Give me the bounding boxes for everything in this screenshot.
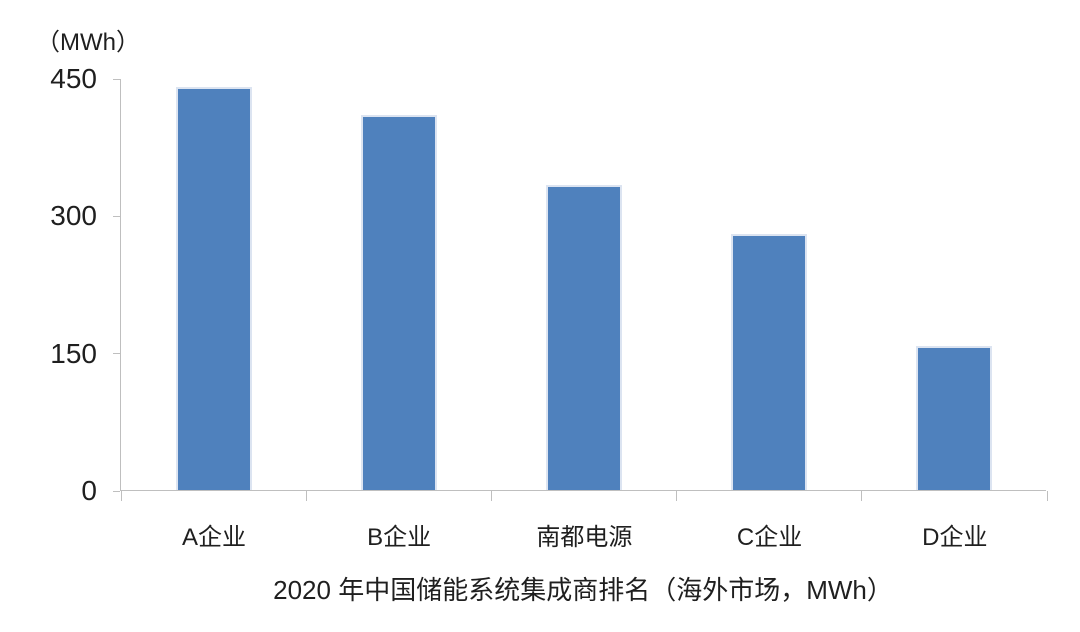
x-axis-tick xyxy=(676,491,678,501)
y-axis-unit-label: （MWh） xyxy=(36,29,140,56)
chart-title: 2020 年中国储能系统集成商排名（海外市场，MWh） xyxy=(273,575,893,605)
x-axis-category-label: A企业 xyxy=(181,524,246,551)
y-axis-tick xyxy=(113,215,120,217)
x-axis-category-label: 南都电源 xyxy=(536,524,633,551)
x-axis-category-label: B企业 xyxy=(367,524,432,551)
bar xyxy=(731,233,808,490)
y-axis-tick xyxy=(113,78,120,80)
y-axis-tick-label: 0 xyxy=(81,475,97,506)
x-axis-category-label: C企业 xyxy=(736,524,803,551)
x-axis-tick xyxy=(120,491,122,501)
y-axis-tick-label: 300 xyxy=(50,200,97,232)
bar xyxy=(916,346,993,490)
bar xyxy=(360,114,437,490)
y-axis-tick-label: 450 xyxy=(50,63,97,94)
bar xyxy=(546,185,622,490)
x-axis-tick xyxy=(861,491,863,501)
y-axis-tick xyxy=(113,490,120,492)
y-axis-tick-label: 150 xyxy=(50,337,97,369)
bar xyxy=(175,87,252,490)
x-axis-category-label: D企业 xyxy=(922,524,988,551)
plot-area: 0 150 300 450 A企业 B企业 南都电源 C企业 D企业 xyxy=(50,64,1048,551)
x-axis-tick xyxy=(305,491,307,501)
x-axis-tick xyxy=(1046,491,1048,501)
x-axis-tick xyxy=(490,491,492,501)
y-axis-tick xyxy=(113,353,120,355)
